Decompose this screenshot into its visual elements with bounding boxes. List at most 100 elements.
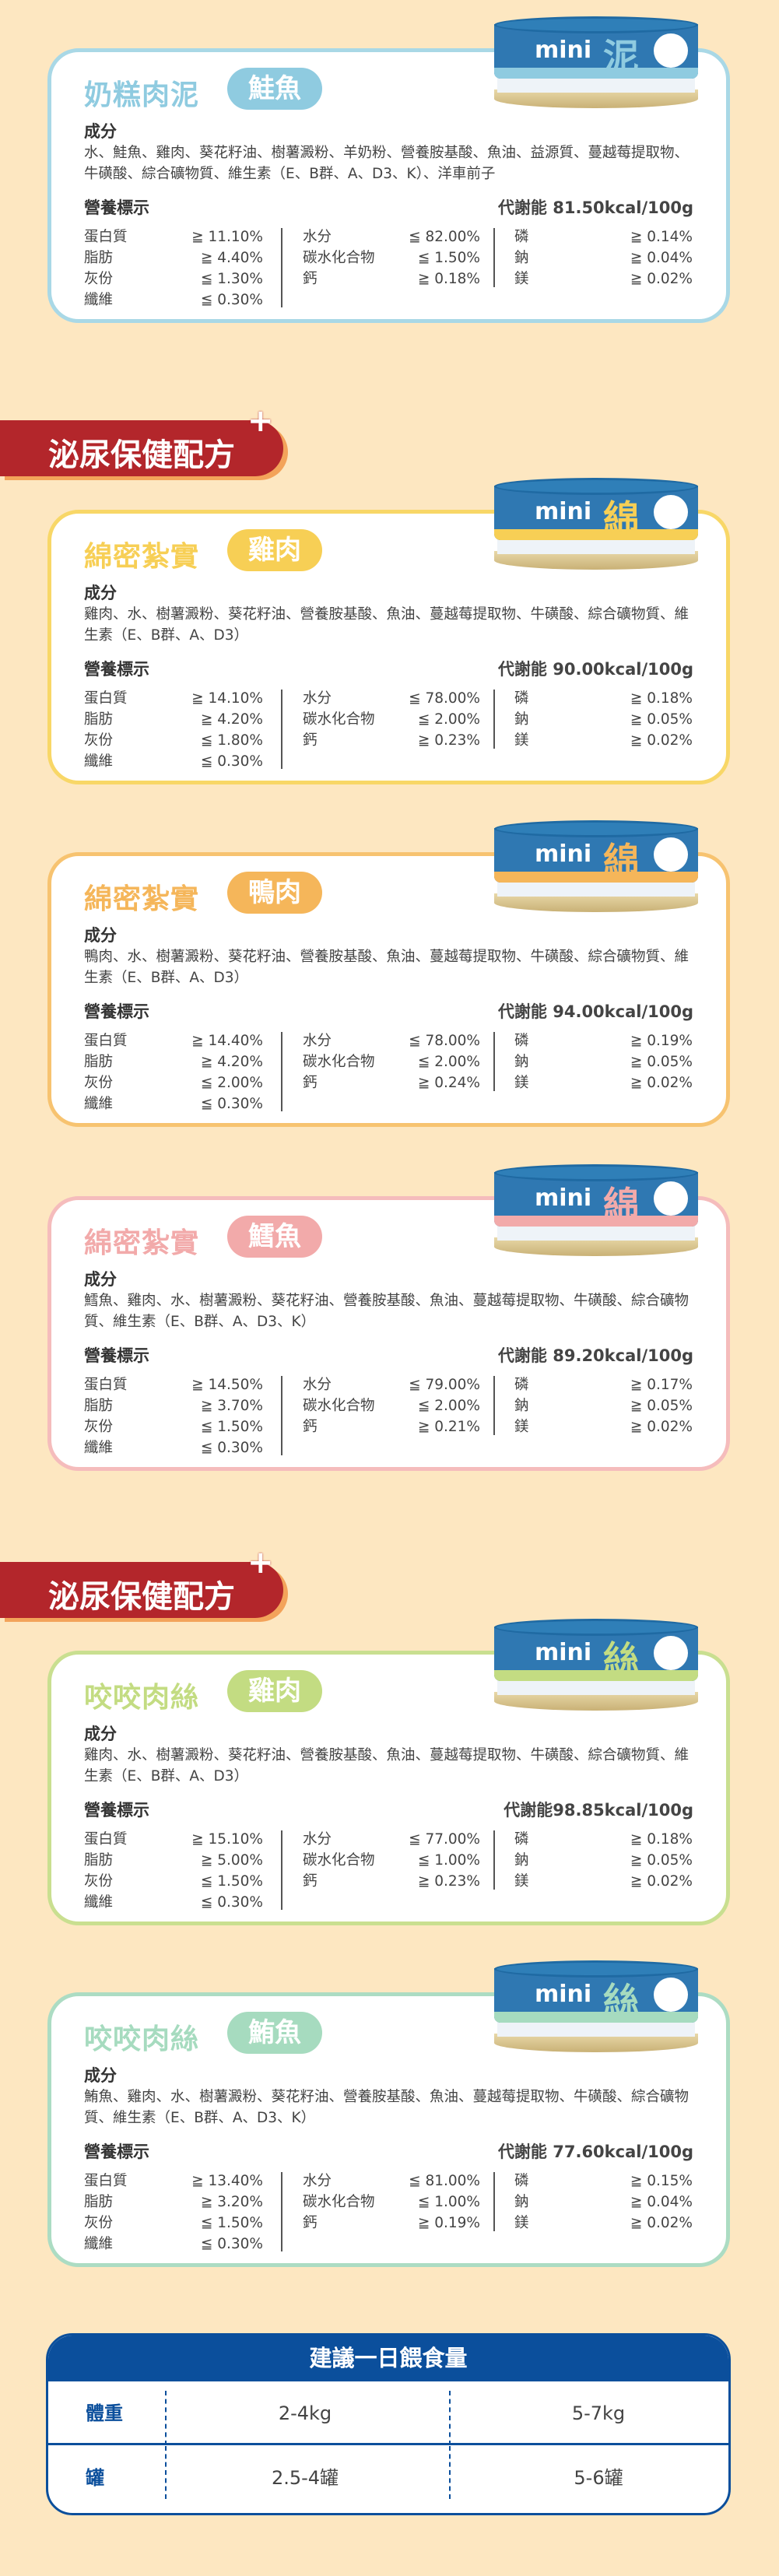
can-body: mini 絲: [494, 1627, 698, 1681]
column-divider: [493, 1032, 495, 1091]
nutrient-name: 灰份: [84, 1873, 114, 1890]
nutrient-value: ≧ 4.20%: [200, 711, 263, 728]
nutrition-row: 灰份 ≦ 1.50%: [84, 2213, 263, 2234]
can-rim: [497, 1679, 695, 1695]
nutrition-row: 碳水化合物 ≦ 1.00%: [303, 1850, 480, 1871]
nutrient-value: ≧ 0.18%: [630, 690, 693, 707]
metabolizable-energy: 代謝能98.85kcal/100g: [504, 1801, 693, 1820]
nutrition-row: 鈉 ≧ 0.05%: [514, 709, 693, 730]
can-rim: [497, 881, 695, 897]
nutrition-column: 蛋白質 ≧ 15.10% 脂肪 ≧ 5.00% 灰份 ≦ 1.50% 纖維 ≦ 0.30%: [84, 1829, 263, 1913]
column-divider: [493, 1830, 495, 1890]
nutrition-row: 水分 ≦ 78.00%: [303, 688, 480, 709]
nutrient-value: ≧ 0.21%: [417, 1419, 480, 1435]
nutrition-heading: 營養標示: [84, 1002, 149, 1021]
product-can-image: mini 綿: [490, 478, 709, 573]
nutrient-name: 纖維: [84, 1894, 114, 1911]
nutrition-table: 蛋白質 ≧ 13.40% 脂肪 ≧ 3.20% 灰份 ≦ 1.50% 纖維 ≦ 0.30% 水分…: [84, 2171, 693, 2258]
nutrient-value: ≧ 0.14%: [630, 229, 693, 245]
nutrition-column: 蛋白質 ≧ 14.50% 脂肪 ≧ 3.70% 灰份 ≦ 1.50% 纖維 ≦ 0.30%: [84, 1374, 263, 1458]
nutrient-value: ≦ 0.30%: [200, 292, 263, 308]
can-logo-glyph: 綿: [603, 497, 639, 539]
banner-urinary-2: 泌尿保健配方 +: [0, 1545, 283, 1618]
column-divider: [281, 1032, 282, 1111]
row-label: 罐: [86, 2467, 104, 2489]
nutrient-name: 鈣: [303, 1419, 318, 1435]
nutrient-name: 碳水化合物: [303, 1398, 375, 1414]
divider: [165, 2446, 167, 2499]
can-logo-mini: mini: [535, 841, 592, 868]
nutrition-row: 鈣 ≧ 0.19%: [303, 2213, 480, 2234]
can-band: [494, 1216, 698, 1227]
nutrition-column: 磷 ≧ 0.14% 鈉 ≧ 0.04% 鎂 ≧ 0.02%: [514, 226, 693, 290]
nutrition-column: 磷 ≧ 0.18% 鈉 ≧ 0.05% 鎂 ≧ 0.02%: [514, 1829, 693, 1892]
can-logo-glyph: 泥: [603, 36, 639, 78]
nutrition-row: 鎂 ≧ 0.02%: [514, 1416, 693, 1437]
product-can-image: mini 泥: [490, 16, 709, 111]
divider: [449, 2446, 451, 2499]
flavor-badge: 鱈魚: [227, 1216, 322, 1258]
can-base: [494, 2034, 698, 2052]
nutrient-name: 灰份: [84, 1075, 114, 1091]
can-logo-glyph: 絲: [603, 1980, 639, 2022]
nutrient-name: 鎂: [514, 1075, 529, 1091]
nutrition-row: 纖維 ≦ 0.30%: [84, 1093, 263, 1114]
nutrition-heading: 營養標示: [84, 1801, 149, 1820]
nutrition-row: 磷 ≧ 0.15%: [514, 2171, 693, 2192]
nutrition-row: 蛋白質 ≧ 11.10%: [84, 226, 263, 247]
cell: 2.5-4罐: [271, 2467, 339, 2489]
nutrient-name: 脂肪: [84, 1054, 114, 1070]
product-card: 咬咬肉絲 雞肉 mini 絲成分 雞肉、水、樹薯澱粉、葵花籽油、營養胺基酸、魚油、蔓越莓…: [47, 1619, 730, 1925]
column-divider: [281, 1830, 282, 1910]
nutrition-row: 纖維 ≦ 0.30%: [84, 1437, 263, 1458]
product-can-image: mini 綿: [490, 820, 709, 915]
can-base: [494, 551, 698, 570]
can-logo-mini: mini: [535, 1981, 592, 2008]
nutrient-name: 鈉: [514, 250, 529, 266]
nutrition-heading: 營養標示: [84, 1346, 149, 1365]
metabolizable-energy: 代謝能 77.60kcal/100g: [497, 2143, 693, 2161]
nutrition-row: 纖維 ≦ 0.30%: [84, 751, 263, 772]
nutrition-column: 磷 ≧ 0.15% 鈉 ≧ 0.04% 鎂 ≧ 0.02%: [514, 2171, 693, 2234]
nutrient-name: 水分: [303, 1831, 332, 1848]
nutrition-row: 脂肪 ≧ 4.40%: [84, 247, 263, 268]
banner-urinary-1: 泌尿保健配方 +: [0, 403, 283, 476]
can-band: [494, 872, 698, 883]
nutrition-table: 蛋白質 ≧ 15.10% 脂肪 ≧ 5.00% 灰份 ≦ 1.50% 纖維 ≦ 0.30% 水分…: [84, 1829, 693, 1916]
feeding-row-weight: 體重 2-4kg 5-7kg: [48, 2381, 728, 2445]
nutrition-row: 灰份 ≦ 1.30%: [84, 268, 263, 290]
column-divider: [281, 2172, 282, 2251]
product-title: 咬咬肉絲: [84, 1682, 200, 1714]
product-title: 綿密紮實: [84, 1227, 200, 1259]
plus-icon: +: [247, 1545, 274, 1581]
nutrition-row: 鎂 ≧ 0.02%: [514, 730, 693, 751]
column-divider: [493, 2172, 495, 2231]
nutrient-value: ≦ 1.00%: [417, 2194, 480, 2210]
column-divider: [281, 1376, 282, 1455]
nutrient-value: ≦ 0.30%: [200, 1894, 263, 1911]
nutrient-value: ≦ 82.00%: [409, 229, 480, 245]
nutrition-table: 蛋白質 ≧ 11.10% 脂肪 ≧ 4.40% 灰份 ≦ 1.30% 纖維 ≦ 0.30% 水分…: [84, 226, 693, 314]
nutrient-name: 磷: [514, 1033, 529, 1049]
nutrition-column: 磷 ≧ 0.17% 鈉 ≧ 0.05% 鎂 ≧ 0.02%: [514, 1374, 693, 1437]
nutrient-value: ≦ 0.30%: [200, 2236, 263, 2252]
nutrient-value: ≧ 14.10%: [191, 690, 263, 707]
nutrition-heading: 營養標示: [84, 660, 149, 679]
nutrient-value: ≧ 0.02%: [630, 271, 693, 287]
nutrient-name: 鎂: [514, 2215, 529, 2231]
ingredients-text: 雞肉、水、樹薯澱粉、葵花籽油、營養胺基酸、魚油、蔓越莓提取物、牛磺酸、綜合礦物質…: [84, 1747, 690, 1785]
metabolizable-energy: 代謝能 81.50kcal/100g: [497, 198, 693, 217]
nutrition-column: 蛋白質 ≧ 13.40% 脂肪 ≧ 3.20% 灰份 ≦ 1.50% 纖維 ≦ 0.30%: [84, 2171, 263, 2255]
nutrient-value: ≧ 0.02%: [630, 1873, 693, 1890]
nutrient-name: 碳水化合物: [303, 711, 375, 728]
nutrient-value: ≧ 0.04%: [630, 250, 693, 266]
nutrient-name: 鎂: [514, 271, 529, 287]
nutrition-row: 脂肪 ≧ 3.70%: [84, 1395, 263, 1416]
nutrition-row: 水分 ≦ 82.00%: [303, 226, 480, 247]
nutrient-value: ≧ 4.40%: [200, 250, 263, 266]
flavor-badge: 鮪魚: [227, 2012, 322, 2054]
nutrition-row: 纖維 ≦ 0.30%: [84, 1892, 263, 1913]
nutrient-name: 灰份: [84, 1419, 114, 1435]
plus-icon: +: [247, 403, 274, 439]
nutrient-value: ≦ 2.00%: [200, 1075, 263, 1091]
